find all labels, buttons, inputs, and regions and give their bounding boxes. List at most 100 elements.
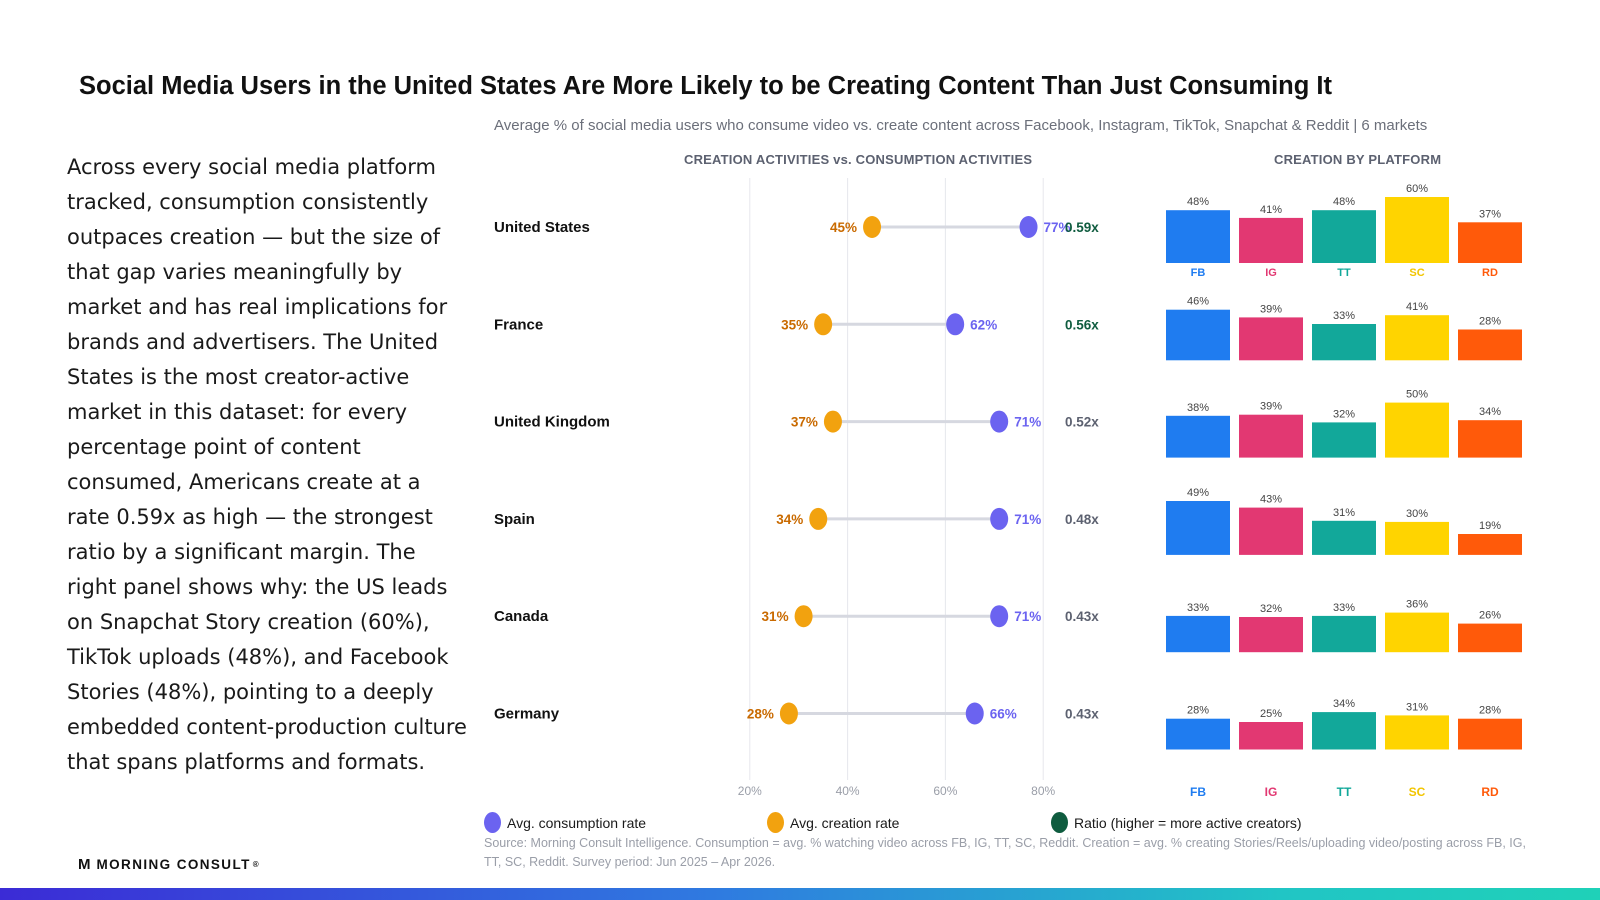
platform-bar-value: 41% bbox=[1406, 301, 1428, 313]
creation-value-label: 45% bbox=[830, 220, 857, 235]
platform-bar-value: 41% bbox=[1260, 204, 1282, 216]
platform-bar-ig bbox=[1239, 217, 1303, 263]
country-label: Canada bbox=[494, 608, 549, 625]
platform-chart-title: CREATION BY PLATFORM bbox=[1274, 152, 1442, 167]
platform-bar-value: 34% bbox=[1333, 698, 1355, 710]
ratio-label: 0.48x bbox=[1065, 512, 1099, 527]
consumption-value-label: 62% bbox=[970, 317, 997, 332]
platform-bar-fb bbox=[1166, 210, 1230, 263]
platform-axis-label: SC bbox=[1409, 785, 1426, 799]
legend-ratio-swatch bbox=[1051, 812, 1068, 833]
platform-bar-value: 37% bbox=[1479, 208, 1501, 220]
platform-bar-rd bbox=[1458, 623, 1522, 653]
platform-bar-value: 33% bbox=[1187, 602, 1209, 614]
platform-bar-value: 28% bbox=[1187, 705, 1209, 717]
platform-bar-sc bbox=[1385, 612, 1449, 653]
platform-bar-value: 26% bbox=[1479, 610, 1501, 622]
consumption-dot bbox=[946, 313, 965, 336]
platform-bar-sc bbox=[1385, 315, 1449, 361]
country-label: France bbox=[494, 316, 543, 333]
platform-bar-value: 46% bbox=[1187, 296, 1209, 308]
ratio-label: 0.56x bbox=[1065, 317, 1099, 332]
platform-label-top: TT bbox=[1337, 267, 1351, 279]
creation-dot bbox=[809, 507, 828, 530]
platform-bar-value: 32% bbox=[1260, 603, 1282, 615]
ratio-label: 0.43x bbox=[1065, 609, 1099, 624]
country-label: United Kingdom bbox=[494, 414, 610, 431]
platform-bar-ig bbox=[1239, 317, 1303, 361]
creation-dot bbox=[794, 605, 813, 628]
platform-bar-value: 34% bbox=[1479, 406, 1501, 418]
ratio-label: 0.59x bbox=[1065, 220, 1099, 235]
creation-value-label: 35% bbox=[781, 317, 808, 332]
consumption-dot bbox=[990, 410, 1009, 433]
platform-bar-ig bbox=[1239, 414, 1303, 458]
platform-axis-label: TT bbox=[1337, 785, 1352, 799]
platform-bar-fb bbox=[1166, 309, 1230, 361]
legend-consumption-swatch bbox=[484, 812, 501, 833]
platform-label-top: SC bbox=[1409, 267, 1424, 279]
consumption-dot bbox=[990, 507, 1009, 530]
source-note: Source: Morning Consult Intelligence. Co… bbox=[484, 836, 1526, 869]
platform-bar-value: 19% bbox=[1479, 520, 1501, 532]
logo-trademark: ® bbox=[252, 860, 259, 869]
platform-label-top: FB bbox=[1191, 267, 1206, 279]
platform-bar-value: 25% bbox=[1260, 708, 1282, 720]
platform-bar-tt bbox=[1312, 615, 1376, 653]
legend-creation-label: Avg. creation rate bbox=[790, 814, 900, 831]
platform-bar-value: 43% bbox=[1260, 494, 1282, 506]
page-subtitle: Average % of social media users who cons… bbox=[494, 117, 1428, 134]
consumption-value-label: 71% bbox=[1014, 415, 1041, 430]
platform-bar-tt bbox=[1312, 210, 1376, 263]
platform-bar-value: 38% bbox=[1187, 402, 1209, 414]
platform-bar-ig bbox=[1239, 507, 1303, 555]
platform-bar-value: 28% bbox=[1479, 705, 1501, 717]
platform-bar-rd bbox=[1458, 534, 1522, 555]
consumption-dot bbox=[965, 702, 984, 725]
platform-bar-fb bbox=[1166, 615, 1230, 653]
creation-value-label: 31% bbox=[762, 609, 789, 624]
platform-bar-value: 60% bbox=[1406, 183, 1428, 195]
platform-bar-fb bbox=[1166, 718, 1230, 750]
platform-bar-fb bbox=[1166, 415, 1230, 458]
platform-bar-sc bbox=[1385, 715, 1449, 750]
ratio-label: 0.52x bbox=[1065, 415, 1099, 430]
legend-consumption: Avg. consumption rate bbox=[484, 812, 646, 833]
logo-text: MORNING CONSULT bbox=[96, 857, 251, 872]
consumption-value-label: 66% bbox=[990, 707, 1017, 722]
consumption-dot bbox=[990, 605, 1009, 628]
platform-bar-value: 33% bbox=[1333, 310, 1355, 322]
platform-bar-value: 50% bbox=[1406, 389, 1428, 401]
platform-bar-rd bbox=[1458, 420, 1522, 458]
platform-label-top: RD bbox=[1482, 267, 1498, 279]
platform-axis-label: IG bbox=[1265, 785, 1278, 799]
x-tick-label: 80% bbox=[1031, 784, 1055, 798]
platform-axis-label: FB bbox=[1190, 785, 1206, 799]
creation-value-label: 37% bbox=[791, 415, 818, 430]
platform-bar-rd bbox=[1458, 329, 1522, 361]
platform-bar-sc bbox=[1385, 197, 1449, 263]
platform-bar-value: 31% bbox=[1406, 701, 1428, 713]
platform-axis-label: RD bbox=[1481, 785, 1499, 799]
platform-bar-ig bbox=[1239, 617, 1303, 653]
platform-bar-ig bbox=[1239, 722, 1303, 750]
legend-consumption-label: Avg. consumption rate bbox=[507, 814, 647, 831]
platform-bar-value: 49% bbox=[1187, 487, 1209, 499]
platform-bar-tt bbox=[1312, 520, 1376, 555]
body-text: Across every social media platform track… bbox=[67, 155, 467, 774]
platform-bar-value: 28% bbox=[1479, 316, 1501, 328]
consumption-value-label: 71% bbox=[1014, 609, 1041, 624]
platform-bar-sc bbox=[1385, 402, 1449, 458]
platform-bar-rd bbox=[1458, 222, 1522, 263]
country-label: Spain bbox=[494, 511, 535, 528]
morning-consult-logo: M MORNING CONSULT ® bbox=[78, 856, 259, 873]
creation-value-label: 28% bbox=[747, 707, 774, 722]
creation-dot bbox=[863, 216, 882, 238]
country-label: Germany bbox=[494, 706, 560, 723]
platform-bar-tt bbox=[1312, 712, 1376, 750]
platform-bar-value: 32% bbox=[1333, 408, 1355, 420]
dumbbell-chart-title: CREATION ACTIVITIES vs. CONSUMPTION ACTI… bbox=[684, 152, 1033, 167]
platform-bar-tt bbox=[1312, 422, 1376, 458]
platform-bar-rd bbox=[1458, 718, 1522, 750]
